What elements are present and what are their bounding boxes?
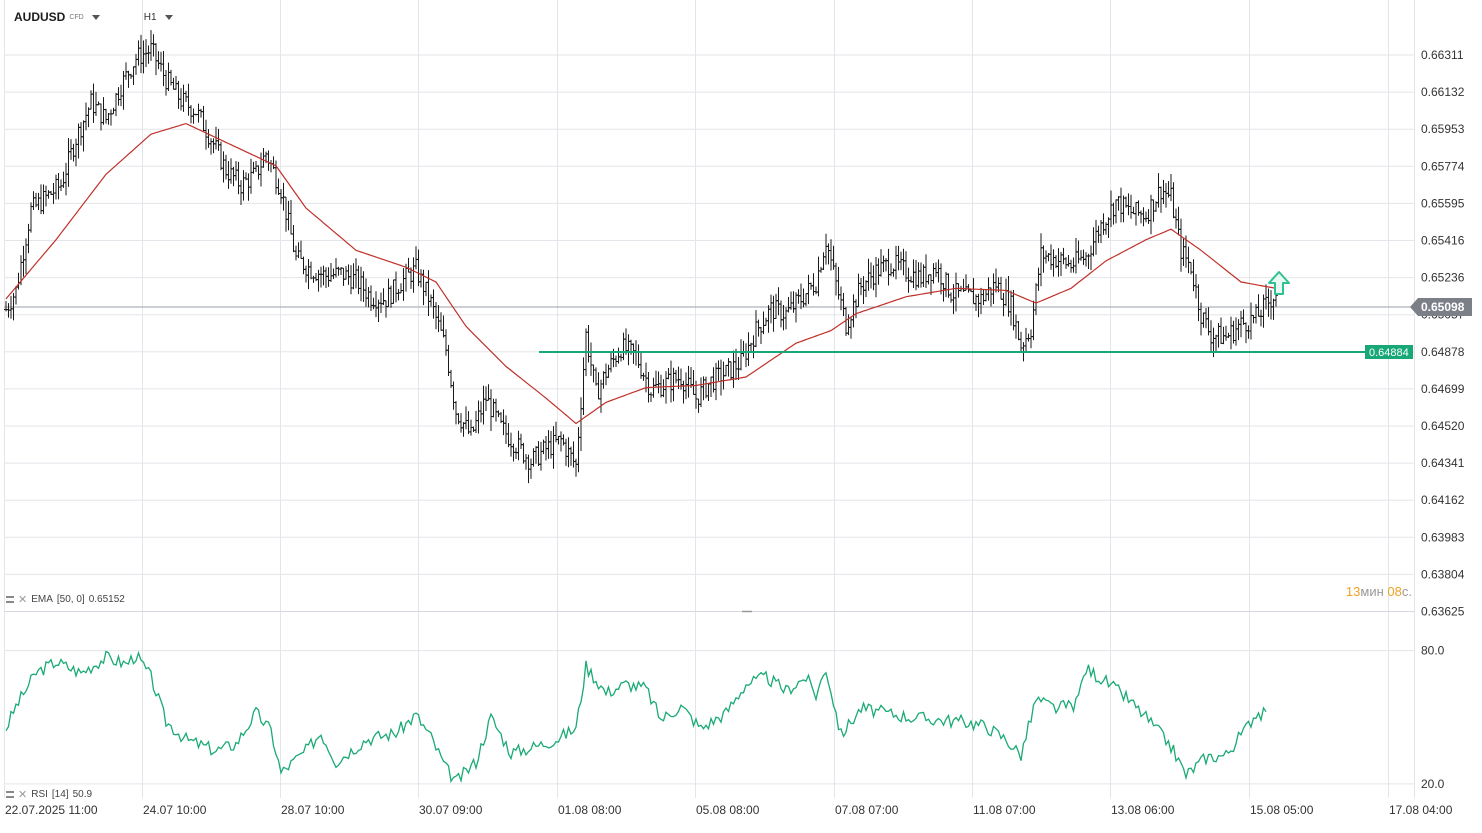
ema-legend-name: EMA — [31, 594, 53, 605]
support-line[interactable]: 0.64884 — [539, 271, 1413, 359]
bar-countdown: 13мин 08с. — [1346, 584, 1412, 599]
time-tick-label: 17.08 04:00 — [1389, 803, 1453, 817]
time-tick-label: 22.07.2025 11:00 — [5, 803, 98, 817]
price-tick-label: 0.63804 — [1421, 567, 1465, 581]
close-icon[interactable]: ✕ — [18, 788, 28, 801]
price-tick-label: 0.65236 — [1421, 271, 1465, 285]
support-level-badge — [1365, 345, 1413, 359]
price-tick-label: 0.65416 — [1421, 234, 1465, 248]
time-tick-label: 01.08 08:00 — [558, 803, 622, 817]
symbol-type-tag: CFD — [69, 13, 84, 21]
ema-line — [5, 122, 1277, 425]
price-tick-label: 0.64878 — [1421, 345, 1465, 359]
rsi-tick-label: 80.0 — [1421, 644, 1445, 658]
rsi-line — [5, 650, 1267, 784]
time-tick-label: 05.08 08:00 — [696, 803, 760, 817]
price-tick-label: 0.66311 — [1421, 48, 1464, 62]
time-tick-label: 13.08 06:00 — [1111, 803, 1175, 817]
time-tick-label: 28.07 10:00 — [281, 803, 345, 817]
timeframe-dropdown-icon[interactable] — [164, 14, 173, 20]
price-tick-label: 0.63983 — [1421, 530, 1465, 544]
price-tick-label: 0.65953 — [1421, 122, 1465, 136]
timer-minutes-unit: мин — [1360, 584, 1384, 599]
current-price-badge — [1410, 298, 1472, 316]
price-tick-label: 0.63625 — [1421, 605, 1465, 619]
symbol-label[interactable]: AUDUSD — [14, 10, 66, 24]
grid — [4, 0, 1415, 798]
price-tick-label: 0.66132 — [1421, 85, 1465, 99]
price-tick-label: 0.65595 — [1421, 196, 1465, 210]
rsi-legend-name: RSI — [31, 789, 48, 800]
price-tick-label: 0.64520 — [1421, 419, 1465, 433]
timer-seconds-unit: с. — [1401, 584, 1412, 599]
rsi-legend-value: 50.9 — [72, 789, 93, 800]
arrow-up-icon[interactable] — [1268, 271, 1290, 295]
time-tick-label: 30.07 09:00 — [419, 803, 483, 817]
ema-legend-value: 0.65152 — [88, 594, 125, 605]
price-tick-label: 0.65774 — [1421, 159, 1465, 173]
ema-legend-params: [50, 0] — [56, 594, 85, 605]
timeframe-label[interactable]: H1 — [143, 11, 157, 23]
time-tick-label: 15.08 05:00 — [1250, 803, 1314, 817]
price-tick-label: 0.64341 — [1421, 456, 1465, 470]
drag-handle-icon[interactable] — [6, 791, 14, 798]
timer-seconds: 08 — [1387, 584, 1402, 599]
price-tick-label: 0.64699 — [1421, 382, 1465, 396]
symbol-dropdown-icon[interactable] — [91, 14, 100, 20]
rsi-legend-params: [14] — [51, 789, 69, 800]
close-icon[interactable]: ✕ — [18, 593, 28, 606]
price-tick-label: 0.64162 — [1421, 493, 1465, 507]
candles — [4, 30, 1278, 484]
current-price-value: 0.65098 — [1421, 300, 1465, 314]
chart-toolbar: AUDUSD CFD H1 — [14, 10, 187, 24]
ema-legend: ✕ EMA [50, 0] 0.65152 — [6, 594, 125, 605]
time-tick-label: 07.08 07:00 — [835, 803, 899, 817]
time-axis[interactable]: 22.07.2025 11:00 24.07 10:00 28.07 10:00 30… — [5, 803, 1453, 817]
price-axis[interactable]: 0.66311 0.66132 0.65953 0.65774 0.65595 0.654… — [1410, 48, 1472, 791]
drag-handle-icon[interactable] — [6, 596, 14, 603]
rsi-path — [5, 650, 1267, 784]
support-level-value: 0.64884 — [1369, 347, 1409, 359]
rsi-legend: ✕ RSI [14] 50.9 — [6, 789, 92, 800]
time-tick-label: 24.07 10:00 — [143, 803, 207, 817]
rsi-tick-label: 20.0 — [1421, 777, 1445, 791]
ema-path — [5, 122, 1277, 425]
timer-minutes: 13 — [1345, 584, 1361, 599]
time-tick-label: 11.08 07:00 — [973, 803, 1036, 817]
